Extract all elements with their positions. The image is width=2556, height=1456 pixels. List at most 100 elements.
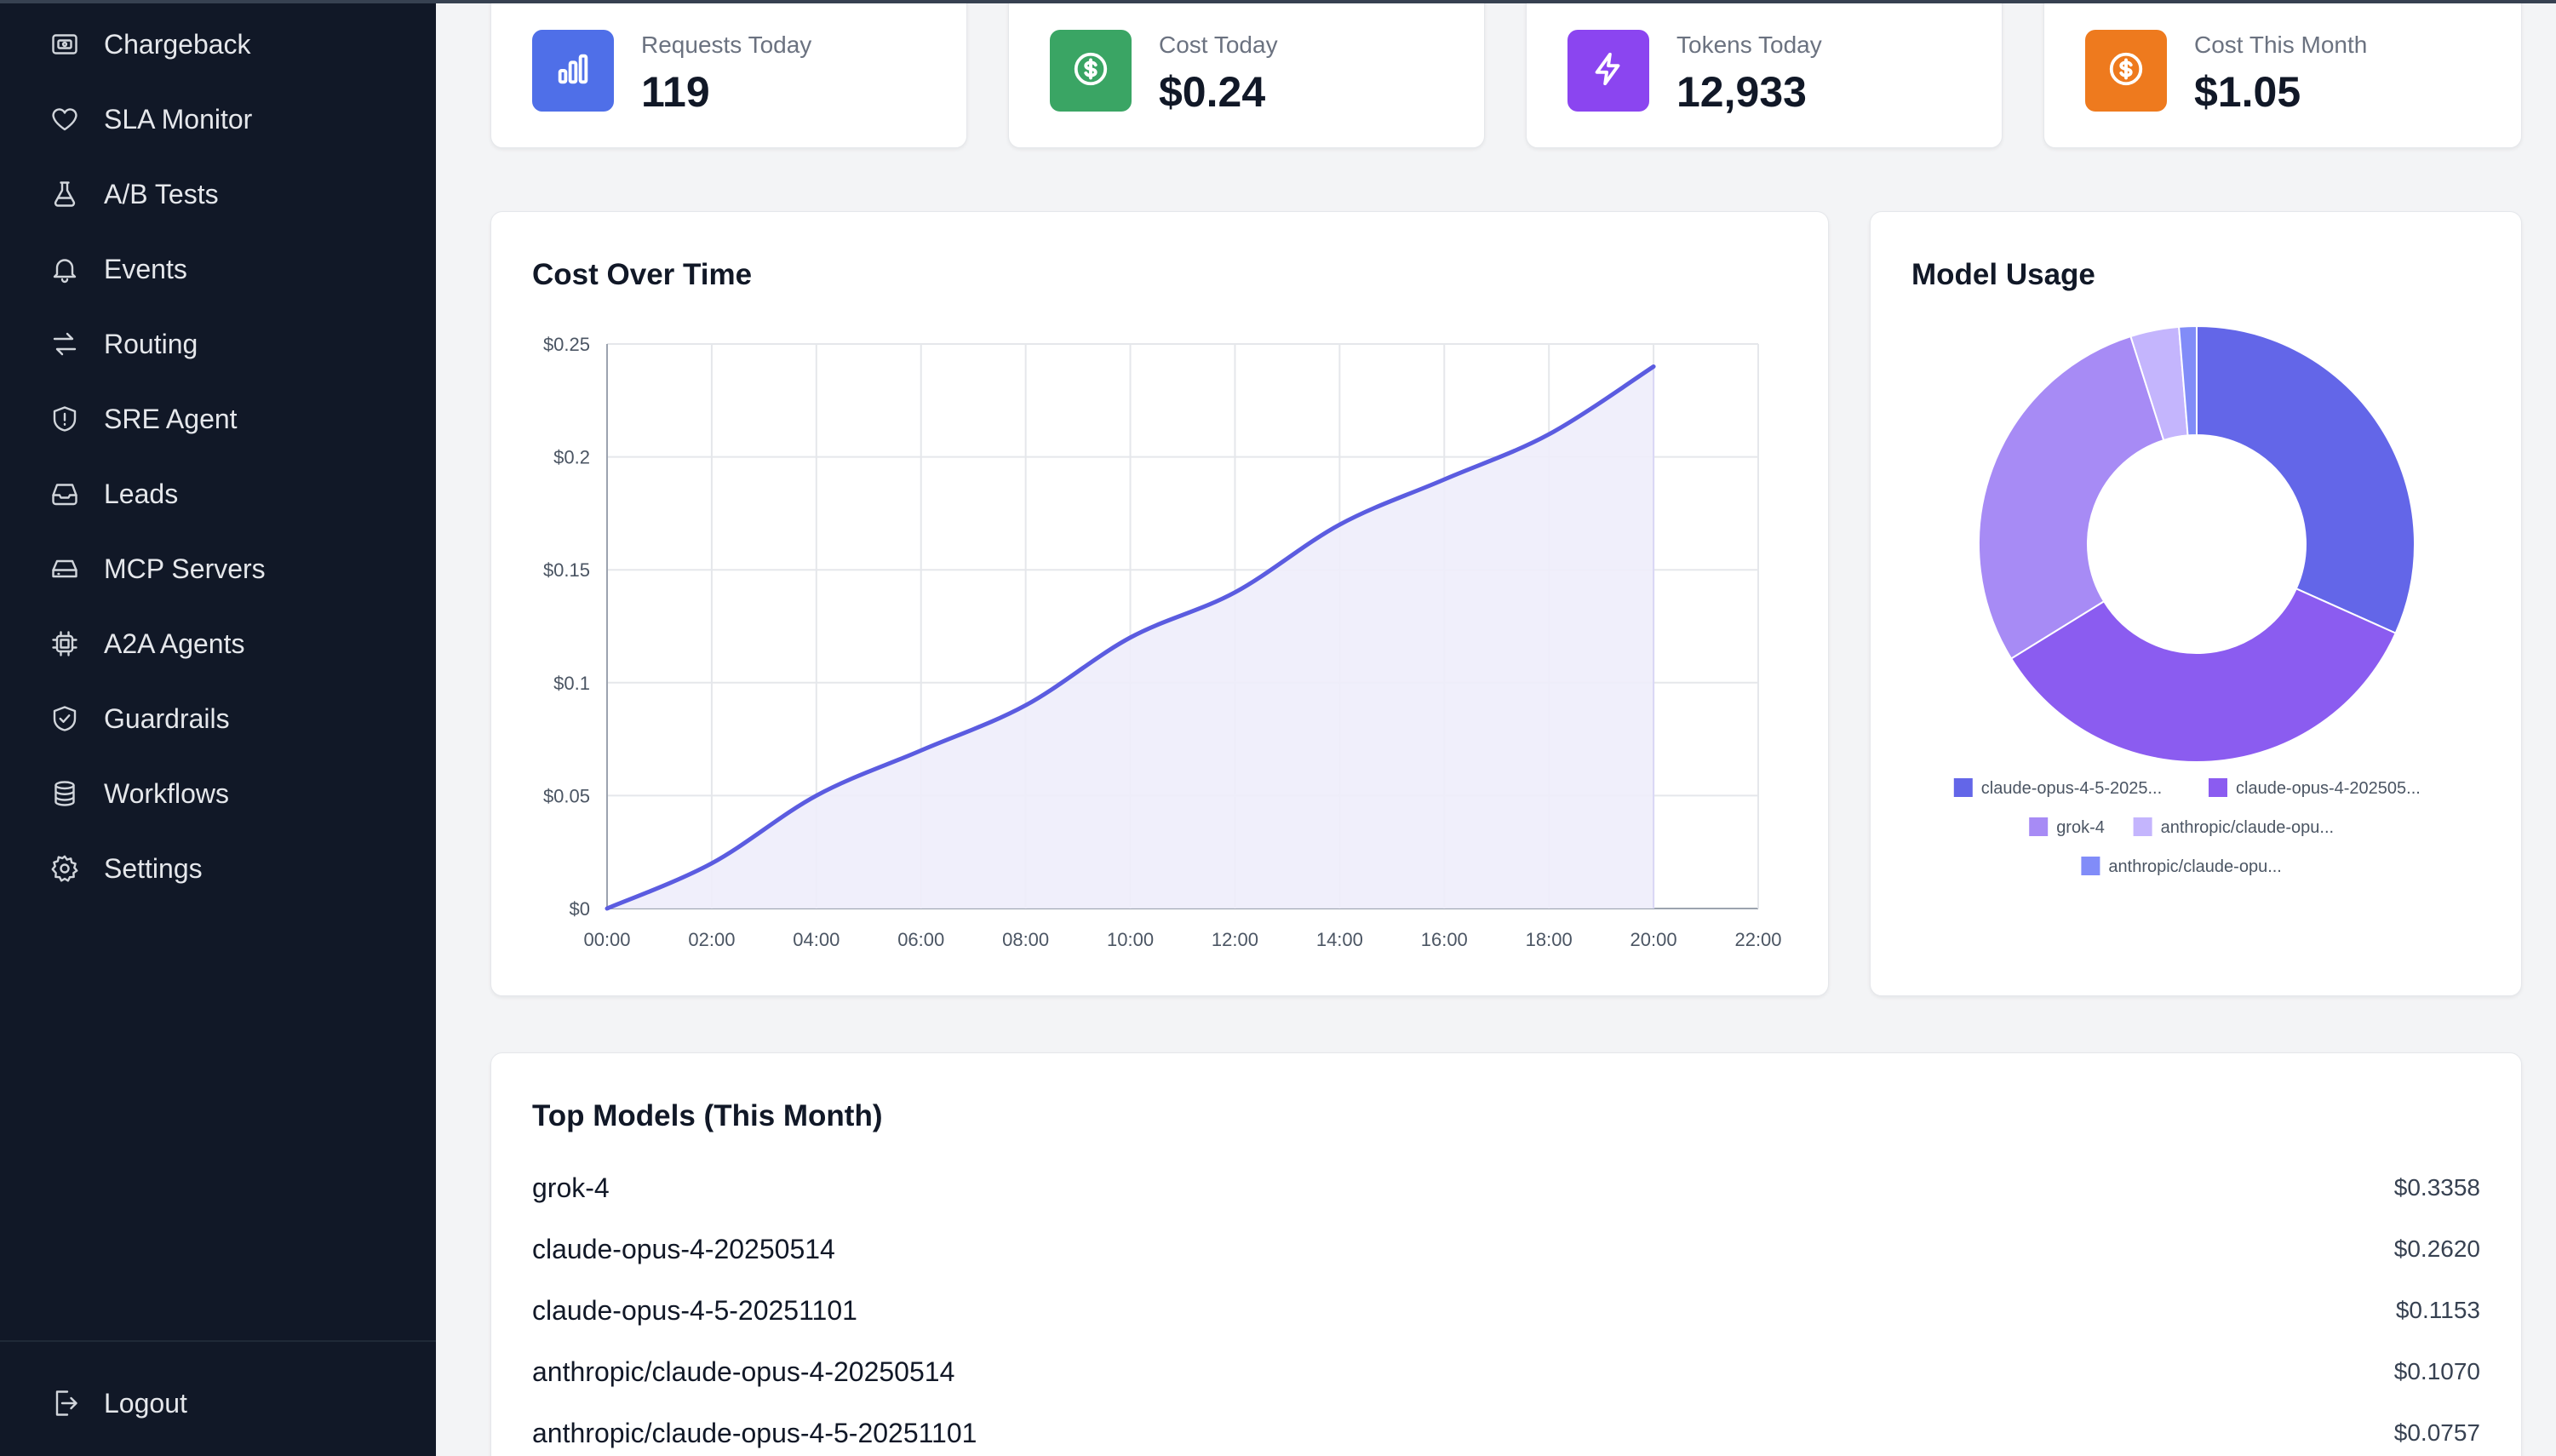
stat-value: 12,933: [1676, 68, 1807, 116]
model-name: grok-4: [532, 1172, 610, 1203]
chip-icon: [48, 627, 82, 661]
model-row[interactable]: claude-opus-4-5-20251101 $0.1153: [532, 1280, 2480, 1341]
legend-swatch: [2029, 817, 2049, 836]
y-tick-label: $0.15: [543, 559, 590, 581]
sidebar-item-ab-tests[interactable]: A/B Tests: [0, 157, 436, 232]
stat-icon-bg: [532, 30, 614, 112]
gear-icon: [48, 851, 82, 886]
y-tick-label: $0.25: [543, 334, 590, 355]
model-cost: $0.1153: [2395, 1297, 2480, 1323]
y-tick-label: $0.1: [553, 673, 590, 694]
stat-card-tokens-today: Tokens Today 12,933: [1526, 0, 2003, 148]
model-row[interactable]: claude-opus-4-20250514 $0.2620: [532, 1218, 2480, 1280]
legend-label[interactable]: claude-opus-4-202505...: [2236, 779, 2421, 798]
stat-value: $0.24: [1159, 68, 1266, 116]
legend-swatch: [2209, 778, 2227, 797]
model-name: claude-opus-4-5-20251101: [532, 1294, 857, 1326]
x-tick-label: 06:00: [897, 929, 944, 950]
model-name: anthropic/claude-opus-4-5-20251101: [532, 1417, 977, 1448]
x-tick-label: 16:00: [1421, 929, 1468, 950]
stat-card-requests-today: Requests Today 119: [490, 0, 967, 148]
x-tick-label: 02:00: [688, 929, 735, 950]
legend-swatch: [2133, 817, 2152, 836]
stat-icon-bg: [1050, 30, 1132, 112]
x-tick-label: 04:00: [793, 929, 840, 950]
sidebar-item-chargeback[interactable]: Chargeback: [0, 7, 436, 82]
sidebar-item-label: A2A Agents: [104, 628, 245, 659]
arrows-icon: [48, 327, 82, 361]
x-tick-label: 18:00: [1526, 929, 1573, 950]
sidebar-item-label: Chargeback: [104, 28, 251, 60]
model-cost: $0.2620: [2393, 1235, 2480, 1262]
sidebar: Chargeback SLA Monitor A/B Tests Events …: [0, 0, 436, 1456]
legend-label[interactable]: grok-4: [2056, 818, 2105, 837]
x-tick-label: 22:00: [1734, 929, 1781, 950]
stat-card-cost-this-month: Cost This Month $1.05: [2043, 0, 2522, 148]
sidebar-divider: [0, 1340, 436, 1342]
window-top-border: [0, 0, 2556, 3]
sidebar-item-label: MCP Servers: [104, 553, 266, 584]
stat-card-cost-today: Cost Today $0.24: [1008, 0, 1485, 148]
stat-label: Tokens Today: [1676, 32, 1822, 58]
inbox-icon: [48, 477, 82, 511]
model-row[interactable]: anthropic/claude-opus-4-5-20251101 $0.07…: [532, 1402, 2480, 1456]
sidebar-item-settings[interactable]: Settings: [0, 831, 436, 906]
bar-chart-icon: [553, 49, 593, 93]
stat-value: $1.05: [2194, 68, 2301, 116]
pie-slice[interactable]: [2009, 587, 2397, 763]
stat-label: Cost Today: [1159, 32, 1278, 58]
dollar-icon: [2106, 49, 2146, 93]
dollar-icon: [1071, 49, 1110, 93]
logout-button[interactable]: Logout: [0, 1366, 436, 1441]
logout-label: Logout: [104, 1387, 187, 1419]
sidebar-item-leads[interactable]: Leads: [0, 456, 436, 531]
bell-icon: [48, 252, 82, 286]
x-tick-label: 08:00: [1002, 929, 1049, 950]
legend-label[interactable]: anthropic/claude-opu...: [2161, 818, 2334, 837]
cost-over-time-panel: Cost Over Time $0 $0.05 $0.1 $0.15 $0.2 $0.25…: [490, 211, 1829, 996]
sidebar-item-mcp-servers[interactable]: MCP Servers: [0, 531, 436, 606]
legend-swatch: [1953, 778, 1973, 797]
receipt-icon: [48, 27, 82, 61]
legend-label[interactable]: claude-opus-4-5-2025...: [1981, 779, 2162, 798]
model-row[interactable]: grok-4 $0.3358: [532, 1157, 2480, 1218]
model-usage-chart: claude-opus-4-5-2025... claude-opus-4-202…: [1953, 324, 2421, 876]
y-tick-label: $0.2: [553, 447, 590, 468]
sidebar-item-routing[interactable]: Routing: [0, 307, 436, 381]
legend-label[interactable]: anthropic/claude-opu...: [2108, 857, 2281, 876]
flask-icon: [48, 177, 82, 211]
sidebar-item-label: Workflows: [104, 777, 229, 809]
x-tick-label: 00:00: [583, 929, 630, 950]
sidebar-item-label: A/B Tests: [104, 178, 219, 209]
sidebar-item-workflows[interactable]: Workflows: [0, 756, 436, 831]
sidebar-item-events[interactable]: Events: [0, 232, 436, 307]
legend-swatch: [2081, 857, 2100, 875]
sidebar-item-label: SLA Monitor: [104, 103, 253, 135]
model-usage-panel: Model Usage claude-opus-4-5-2025... claud…: [1870, 211, 2522, 996]
stat-icon-bg: [2085, 30, 2167, 112]
stat-icon-bg: [1567, 30, 1649, 112]
stat-label: Requests Today: [641, 32, 812, 58]
model-cost: $0.0757: [2393, 1419, 2480, 1446]
pie-slice[interactable]: [1978, 335, 2165, 660]
sidebar-item-sre-agent[interactable]: SRE Agent: [0, 381, 436, 456]
shield-check-icon: [48, 702, 82, 736]
shield-alert-icon: [48, 402, 82, 436]
model-name: claude-opus-4-20250514: [532, 1233, 835, 1264]
pie-slice[interactable]: [2196, 324, 2416, 634]
pie-slice[interactable]: [2178, 324, 2198, 437]
chart-title: Cost Over Time: [532, 258, 753, 291]
bolt-icon: [1589, 49, 1628, 93]
sidebar-item-guardrails[interactable]: Guardrails: [0, 681, 436, 756]
x-tick-label: 10:00: [1107, 929, 1154, 950]
sidebar-item-a2a-agents[interactable]: A2A Agents: [0, 606, 436, 681]
model-row[interactable]: anthropic/claude-opus-4-20250514 $0.1070: [532, 1341, 2480, 1402]
x-tick-label: 14:00: [1316, 929, 1363, 950]
sidebar-item-sla-monitor[interactable]: SLA Monitor: [0, 82, 436, 157]
x-tick-label: 12:00: [1212, 929, 1258, 950]
sidebar-nav: Chargeback SLA Monitor A/B Tests Events …: [0, 7, 436, 906]
top-models-panel: Top Models (This Month) grok-4 $0.3358 c…: [490, 1052, 2522, 1456]
stat-label: Cost This Month: [2194, 32, 2368, 58]
chart-title: Model Usage: [1911, 258, 2095, 291]
server-icon: [48, 552, 82, 586]
